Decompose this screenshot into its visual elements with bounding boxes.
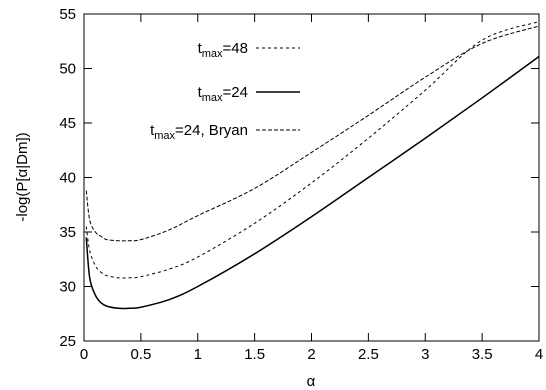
- legend-label: tmax=24, Bryan: [150, 122, 248, 142]
- plot-frame: [83, 13, 540, 342]
- legend-label-subscript: max: [154, 130, 175, 142]
- y-tick-label: 55: [59, 6, 76, 23]
- x-tick-label: 3.5: [472, 346, 493, 363]
- legend-label-rest: =24, Bryan: [175, 122, 248, 139]
- legend-item: tmax=24: [198, 84, 300, 104]
- series-line-2: [85, 55, 540, 310]
- y-tick-label: 45: [59, 115, 76, 132]
- legend-label-base: t: [150, 122, 155, 139]
- legend-label-rest: =24: [223, 84, 248, 101]
- x-tick-label: 0: [80, 346, 88, 363]
- y-tick-label: 35: [59, 224, 76, 241]
- x-tick-label: 1: [194, 346, 202, 363]
- y-axis: 25 30 35 40 45 50 55: [59, 6, 539, 350]
- legend-label-subscript: max: [202, 48, 223, 60]
- y-tick-label: 40: [59, 170, 76, 187]
- y-axis-label: -log(P[α|Dm]): [14, 132, 31, 221]
- plot-border: [83, 13, 540, 342]
- x-tick-label: 2: [307, 346, 315, 363]
- legend-label-rest: =48: [223, 40, 248, 57]
- x-axis-label: α: [307, 373, 316, 390]
- legend-item: tmax=48: [198, 40, 300, 60]
- y-tick-label: 25: [59, 333, 76, 350]
- x-tick-label: 1.5: [244, 346, 265, 363]
- legend-label-base: t: [198, 84, 203, 101]
- legend-label-base: t: [198, 40, 203, 57]
- legend-label-subscript: max: [202, 92, 223, 104]
- legend-label: tmax=48: [198, 40, 248, 60]
- series-layer: [85, 21, 540, 310]
- legend-label: tmax=24: [198, 84, 248, 104]
- y-tick-label: 50: [59, 61, 76, 78]
- x-tick-label: 3: [421, 346, 429, 363]
- legend-item: tmax=24, Bryan: [150, 122, 300, 142]
- x-tick-label: 4: [535, 346, 543, 363]
- series-line-1: [85, 21, 540, 279]
- x-axis: 0 0.5 1 1.5 2 2.5 3 3.5 4: [80, 14, 543, 363]
- series-line-3: [85, 25, 540, 242]
- x-tick-label: 2.5: [358, 346, 379, 363]
- y-tick-label: 30: [59, 279, 76, 296]
- x-tick-label: 0.5: [130, 346, 151, 363]
